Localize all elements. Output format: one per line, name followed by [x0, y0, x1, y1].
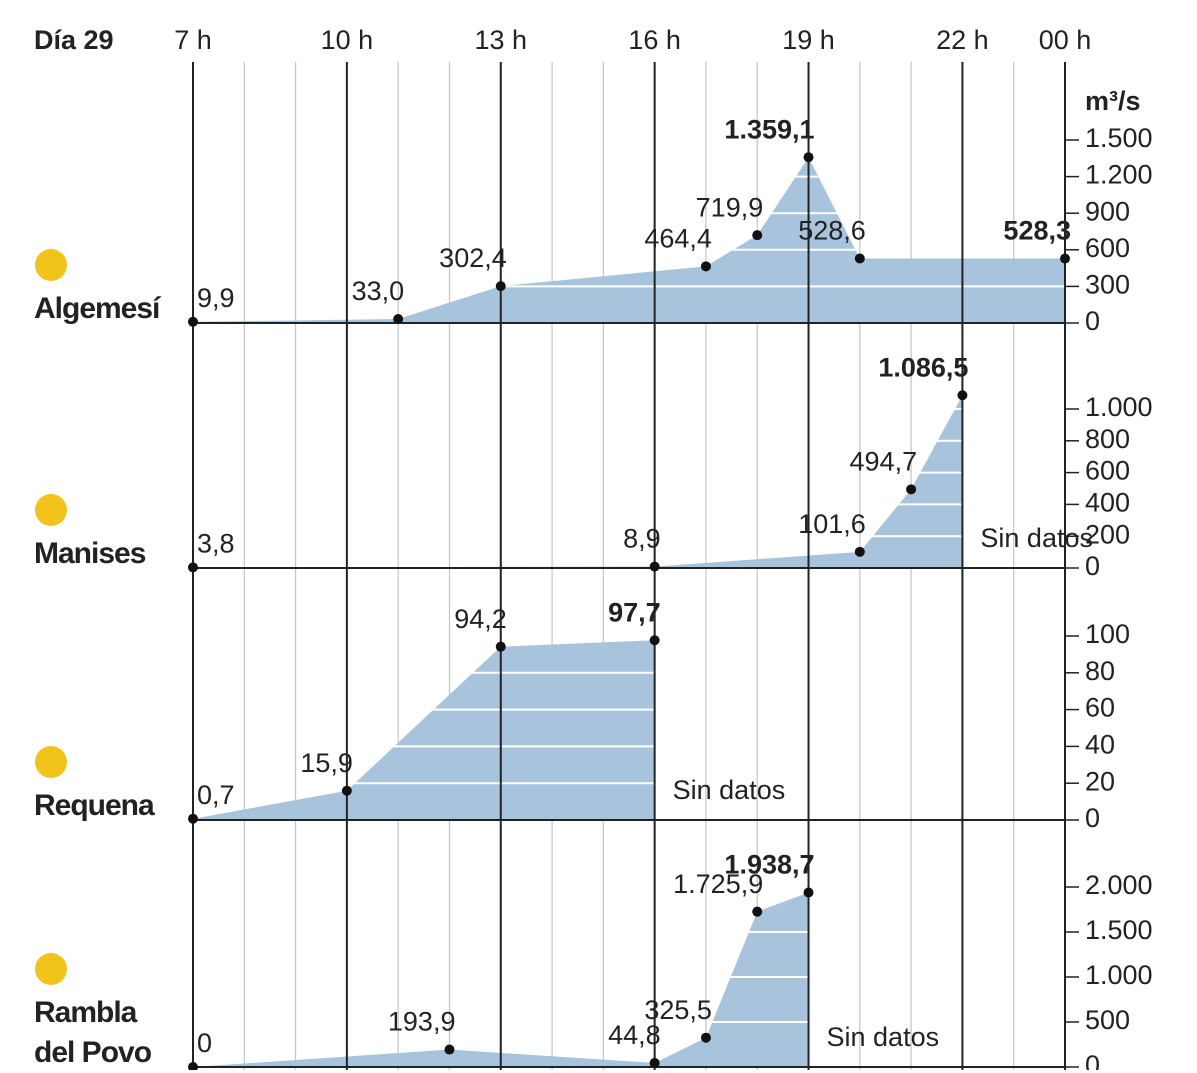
data-label: 97,7	[608, 597, 661, 627]
y-tick-label: 100	[1085, 619, 1130, 649]
data-point	[854, 253, 865, 264]
data-point	[649, 561, 660, 572]
y-tick-label: 600	[1085, 456, 1130, 486]
data-point	[393, 313, 404, 324]
data-label: 33,0	[352, 276, 405, 306]
data-point	[700, 1032, 711, 1043]
area	[193, 395, 963, 568]
foreground	[188, 62, 1079, 1070]
y-tick-label: 80	[1085, 656, 1115, 686]
data-label: 528,3	[1003, 216, 1071, 246]
x-tick-label: 10 h	[321, 25, 374, 55]
data-point	[495, 641, 506, 652]
data-label: 101,6	[798, 509, 866, 539]
annotation: Sin datos	[673, 775, 786, 805]
y-tick-label: 2.000	[1085, 870, 1153, 900]
data-label: 8,9	[623, 524, 661, 554]
y-tick-label: 1.000	[1085, 392, 1153, 422]
y-tick-label: 0	[1085, 551, 1100, 581]
y-tick-label: 600	[1085, 233, 1130, 263]
data-label: 0,7	[197, 780, 235, 810]
data-point	[341, 785, 352, 796]
x-tick-label: 19 h	[782, 25, 835, 55]
station-name: Algemesí	[34, 292, 160, 325]
data-label: 193,9	[388, 1007, 456, 1037]
annotation: Sin datos	[827, 1022, 940, 1052]
data-point	[752, 230, 763, 241]
x-tick-label: 22 h	[936, 25, 989, 55]
station-dot	[35, 249, 67, 281]
data-point	[803, 152, 814, 163]
area	[193, 640, 655, 820]
data-point	[803, 887, 814, 898]
data-label: 1.086,5	[878, 352, 968, 382]
y-tick-label: 0	[1085, 306, 1100, 336]
data-label: 0	[197, 1028, 212, 1058]
annotation: Sin datos	[980, 523, 1093, 553]
data-label: 1.938,7	[724, 850, 814, 880]
station-name: Requena	[34, 789, 155, 822]
station-dot	[35, 953, 67, 985]
y-tick-label: 60	[1085, 693, 1115, 723]
y-tick-label: 1.500	[1085, 123, 1153, 153]
data-point	[906, 484, 917, 495]
data-label: 528,6	[798, 216, 866, 246]
data-point	[495, 281, 506, 292]
data-point	[649, 635, 660, 646]
data-label: 9,9	[197, 283, 235, 313]
data-label: 494,7	[850, 446, 918, 476]
data-point	[1060, 253, 1070, 264]
x-tick-label: 13 h	[474, 25, 527, 55]
data-point	[444, 1044, 455, 1055]
y-tick-label: 1.500	[1085, 915, 1153, 945]
x-axis-label: Día 29	[34, 25, 114, 55]
data-label: 3,8	[197, 529, 235, 559]
y-tick-label: 20	[1085, 766, 1115, 796]
data-point	[700, 261, 711, 272]
data-label: 15,9	[300, 748, 353, 778]
data-point	[188, 813, 198, 824]
x-tick-label: 7 h	[174, 25, 212, 55]
y-tick-label: 40	[1085, 730, 1115, 760]
y-tick-label: 300	[1085, 270, 1130, 300]
y-tick-label: 0	[1085, 803, 1100, 833]
unit-label: m³/s	[1085, 86, 1141, 116]
data-point	[649, 1057, 660, 1068]
y-tick-label: 800	[1085, 424, 1130, 454]
data-label: 464,4	[644, 223, 712, 253]
y-tick-label: 900	[1085, 196, 1130, 226]
station-name: Rambla del Povo	[34, 996, 152, 1069]
data-label: 94,2	[454, 604, 507, 634]
x-tick-label: 00 h	[1039, 25, 1092, 55]
data-point	[188, 316, 198, 327]
y-tick-label: 200	[1085, 519, 1130, 549]
y-tick-label: 1.000	[1085, 960, 1153, 990]
y-tick-label: 500	[1085, 1005, 1130, 1035]
area	[193, 892, 809, 1067]
data-point	[957, 390, 968, 401]
y-tick-label: 1.200	[1085, 160, 1153, 190]
y-tick-label: 400	[1085, 488, 1130, 518]
data-point	[188, 1062, 198, 1070]
layers	[188, 62, 1079, 1070]
data-label: 1.725,9	[673, 869, 763, 899]
data-label: 302,4	[439, 243, 507, 273]
data-point	[188, 562, 198, 573]
data-point	[752, 906, 763, 917]
data-label: 325,5	[644, 995, 712, 1025]
station-name: Manises	[34, 537, 146, 570]
station-dot	[35, 746, 67, 778]
data-label: 719,9	[696, 192, 764, 222]
data-label: 1.359,1	[724, 114, 814, 144]
area	[193, 157, 1065, 323]
data-point	[854, 546, 865, 557]
y-tick-label: 0	[1085, 1050, 1100, 1070]
station-dot	[35, 494, 67, 526]
x-tick-label: 16 h	[628, 25, 681, 55]
data-label: 44,8	[608, 1020, 661, 1050]
